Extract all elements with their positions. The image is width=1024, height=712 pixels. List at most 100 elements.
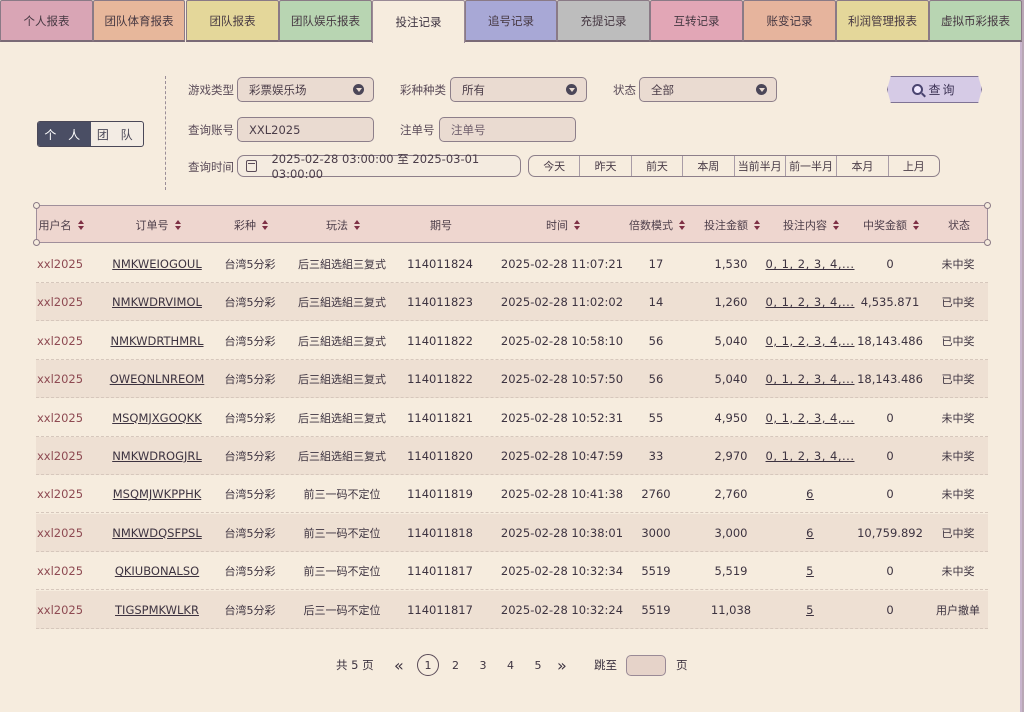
quick-range-5[interactable]: 当前半月 bbox=[735, 156, 786, 176]
cell-bet-content[interactable]: 0, 1, 2, 3, 4,... bbox=[765, 333, 855, 348]
cell-order-id[interactable]: TIGSPMKWLKR bbox=[115, 602, 199, 617]
column-header[interactable]: 投注内容 bbox=[771, 206, 851, 244]
table-row: xxl2025 OWEQNLNREOM 台湾5分彩 后三組选組三复式 114011822… bbox=[36, 360, 988, 399]
sort-icon[interactable] bbox=[174, 220, 181, 230]
column-header[interactable]: 投注金额 bbox=[697, 206, 767, 244]
cell-order-id[interactable]: NMKWEIOGOUL bbox=[112, 257, 202, 271]
cell-order-id[interactable]: OWEQNLNREOM bbox=[109, 372, 205, 387]
next-page-button[interactable]: » bbox=[557, 655, 567, 675]
cell-bet-content[interactable]: 6 bbox=[806, 525, 814, 540]
status-select[interactable]: 全部 bbox=[639, 77, 777, 102]
column-header[interactable]: 中奖金额 bbox=[851, 206, 931, 244]
cell-order-id[interactable]: MSQMJXGOQKK bbox=[112, 410, 202, 425]
page-number[interactable]: 2 bbox=[452, 658, 459, 672]
lottery-select[interactable]: 所有 bbox=[450, 77, 587, 102]
cell-status: 已中奖 bbox=[941, 526, 975, 540]
cell-order-id[interactable]: QKIUBONALSO bbox=[114, 564, 200, 579]
table-row: xxl2025 QKIUBONALSO 台湾5分彩 前三一码不定位 114011817 2… bbox=[36, 552, 988, 591]
prev-page-button[interactable]: « bbox=[394, 655, 404, 675]
cell-bet-content[interactable]: 6 bbox=[806, 487, 814, 502]
quick-range-8[interactable]: 上月 bbox=[902, 160, 925, 173]
column-header[interactable]: 倍数模式 bbox=[622, 206, 692, 244]
cell-lottery: 台湾5分彩 bbox=[224, 603, 276, 617]
cell-lottery: 台湾5分彩 bbox=[224, 488, 276, 502]
cell-prize-amount: 10,759.892 bbox=[857, 525, 923, 540]
cell-order-id[interactable]: NMKWDROGJRL bbox=[112, 449, 202, 463]
time-range-input[interactable]: 2025-02-28 03:00:00 至 2025-03-01 03:00:0… bbox=[237, 152, 521, 181]
cell-bet-content[interactable]: 0, 1, 2, 3, 4,... bbox=[765, 372, 855, 387]
order-input[interactable]: 注单号 bbox=[439, 117, 576, 142]
cell-bet-content[interactable]: 0, 1, 2, 3, 4,... bbox=[765, 257, 855, 271]
cell-order-id[interactable]: NMKWDRTHMRL bbox=[110, 333, 204, 348]
cell-bet-amount: 4,950 bbox=[714, 410, 748, 425]
page-number[interactable]: 1 bbox=[417, 654, 439, 676]
quick-range-2[interactable]: 昨天 bbox=[580, 156, 632, 176]
cell-play-type: 前三一码不定位 bbox=[303, 526, 381, 540]
column-header[interactable]: 时间 bbox=[488, 206, 638, 244]
cell-lottery: 台湾5分彩 bbox=[224, 450, 276, 463]
sort-icon[interactable] bbox=[262, 220, 268, 230]
cell-order-id[interactable]: MSQMJWKPPHK bbox=[112, 487, 202, 502]
page-number[interactable]: 5 bbox=[534, 658, 542, 672]
sort-icon[interactable] bbox=[754, 220, 760, 230]
query-button[interactable]: 查询 bbox=[887, 76, 982, 103]
sort-icon[interactable] bbox=[679, 220, 685, 230]
sort-icon[interactable] bbox=[354, 220, 360, 230]
cell-multiplier: 5519 bbox=[641, 564, 671, 579]
cell-order-id[interactable]: NMKWDQSFPSL bbox=[112, 525, 202, 540]
quick-range-1[interactable]: 今天 bbox=[529, 156, 581, 176]
tab-10[interactable]: 利润管理报表 bbox=[836, 0, 929, 42]
page-number[interactable]: 4 bbox=[507, 658, 514, 672]
cell-prize-amount: 0 bbox=[886, 257, 894, 271]
page-number[interactable]: 3 bbox=[479, 658, 487, 672]
sort-icon[interactable] bbox=[77, 220, 84, 230]
game-type-select[interactable]: 彩票娱乐场 bbox=[237, 77, 374, 102]
sort-icon[interactable] bbox=[833, 220, 839, 230]
tab-5[interactable]: 投注记录 bbox=[372, 0, 465, 43]
cell-issue: 114011822 bbox=[407, 372, 473, 387]
cell-status: 用户撤单 bbox=[936, 603, 980, 617]
table-row: xxl2025 NMKWEIOGOUL 台湾5分彩 后三組选組三复式 114011824… bbox=[36, 245, 988, 283]
cell-play-type: 后三組选組三复式 bbox=[298, 296, 386, 310]
quick-range-6[interactable]: 前一半月 bbox=[786, 156, 838, 176]
toggle-team[interactable]: 团 队 bbox=[96, 127, 137, 142]
toggle-personal[interactable]: 个 人 bbox=[38, 122, 91, 146]
cell-bet-content[interactable]: 0, 1, 2, 3, 4,... bbox=[765, 449, 855, 463]
column-header[interactable]: 用户名 bbox=[31, 206, 91, 244]
tab-7[interactable]: 充提记录 bbox=[557, 0, 650, 42]
cell-prize-amount: 0 bbox=[886, 602, 894, 617]
cell-status: 已中奖 bbox=[941, 334, 975, 348]
chevron-down-icon bbox=[566, 84, 577, 95]
quick-range-3[interactable]: 前天 bbox=[632, 156, 684, 176]
column-header[interactable]: 玩法 bbox=[288, 206, 398, 244]
sort-icon[interactable] bbox=[574, 220, 580, 230]
cell-bet-content[interactable]: 5 bbox=[806, 602, 814, 617]
cell-status: 未中奖 bbox=[941, 258, 975, 271]
cell-bet-content[interactable]: 5 bbox=[806, 564, 814, 579]
cell-username: xxl2025 bbox=[36, 602, 84, 617]
tab-8[interactable]: 互转记录 bbox=[650, 0, 743, 42]
jump-page-input[interactable] bbox=[626, 655, 666, 676]
tab-9[interactable]: 账变记录 bbox=[743, 0, 836, 42]
cell-bet-content[interactable]: 0, 1, 2, 3, 4,... bbox=[765, 410, 855, 425]
cell-multiplier: 14 bbox=[648, 295, 664, 310]
account-input[interactable]: XXL2025 bbox=[237, 117, 374, 142]
cell-play-type: 前三一码不定位 bbox=[303, 488, 381, 502]
cell-order-id[interactable]: NMKWDRVIMOL bbox=[112, 295, 202, 310]
column-header[interactable]: 订单号 bbox=[103, 206, 213, 244]
table-row: xxl2025 NMKWDROGJRL 台湾5分彩 后三組选組三复式 114011820… bbox=[36, 437, 988, 475]
tab-3[interactable]: 团队报表 bbox=[186, 0, 279, 42]
tab-6[interactable]: 追号记录 bbox=[465, 0, 557, 42]
report-tabs: 个人报表 团队体育报表 团队报表 团队娱乐报表 投注记录 追号记录 充提记录 互转记录 账变记录… bbox=[0, 0, 1022, 43]
quick-range-group: 今天 昨天 前天 本周 当前半月 前一半月 本月 上月 bbox=[528, 155, 940, 177]
cell-bet-content[interactable]: 0, 1, 2, 3, 4,... bbox=[765, 295, 855, 310]
tab-11[interactable]: 虚拟币彩报表 bbox=[929, 0, 1022, 42]
tab-1[interactable]: 个人报表 bbox=[0, 0, 93, 42]
tab-4[interactable]: 团队娱乐报表 bbox=[279, 0, 372, 42]
tab-2[interactable]: 团队体育报表 bbox=[93, 0, 185, 42]
quick-range-4[interactable]: 本周 bbox=[683, 156, 735, 176]
sort-icon[interactable] bbox=[913, 220, 919, 230]
quick-range-7[interactable]: 本月 bbox=[837, 156, 889, 176]
column-header[interactable]: 彩种 bbox=[216, 206, 286, 244]
status-label: 状态 bbox=[613, 83, 636, 97]
